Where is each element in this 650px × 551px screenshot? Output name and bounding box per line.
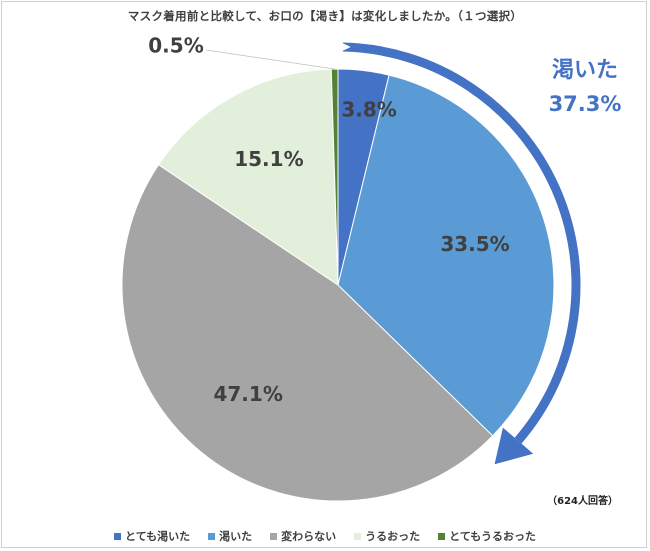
legend-swatch <box>114 532 122 540</box>
legend-label: 渇いた <box>219 530 253 543</box>
data-label-2: 33.5% <box>440 232 509 256</box>
callout-label: 渇いた <box>551 58 618 83</box>
legend-swatch <box>438 532 446 540</box>
legend-label: 変わらない <box>281 530 337 543</box>
legend: とても渇いた 渇いた 変わらない うるおった とてもうるおった <box>0 528 650 544</box>
legend-item: うるおった <box>354 528 420 544</box>
data-label-4: 15.1% <box>234 147 303 171</box>
leader-line <box>205 49 335 70</box>
pie-slice-3 <box>121 164 494 502</box>
chart-title: マスク着用前と比較して、お口の【渇き】は変化しましたか。（１つ選択） <box>127 9 523 23</box>
callout-arc <box>342 42 581 444</box>
legend-item: とてもうるおった <box>438 528 536 544</box>
callout-arrowhead <box>494 427 534 465</box>
legend-swatch <box>270 532 278 540</box>
legend-swatch <box>208 532 216 540</box>
legend-swatch <box>354 532 362 540</box>
data-label-1: 3.8% <box>341 98 396 122</box>
legend-item: 変わらない <box>270 528 336 544</box>
legend-label: うるおった <box>365 530 421 543</box>
pie-slice-4 <box>157 68 339 286</box>
legend-item: とても渇いた <box>114 528 190 544</box>
respondent-count: （624人回答） <box>547 496 618 507</box>
callout-value: 37.3% <box>548 92 622 116</box>
legend-label: とても渇いた <box>125 530 191 543</box>
legend-item: 渇いた <box>208 528 252 544</box>
callout-tail-notch <box>338 41 351 53</box>
pie-slice-2 <box>337 74 555 437</box>
data-label-3: 47.1% <box>213 382 282 406</box>
legend-label: とてもうるおった <box>449 530 536 543</box>
data-label-5: 0.5% <box>148 34 203 58</box>
